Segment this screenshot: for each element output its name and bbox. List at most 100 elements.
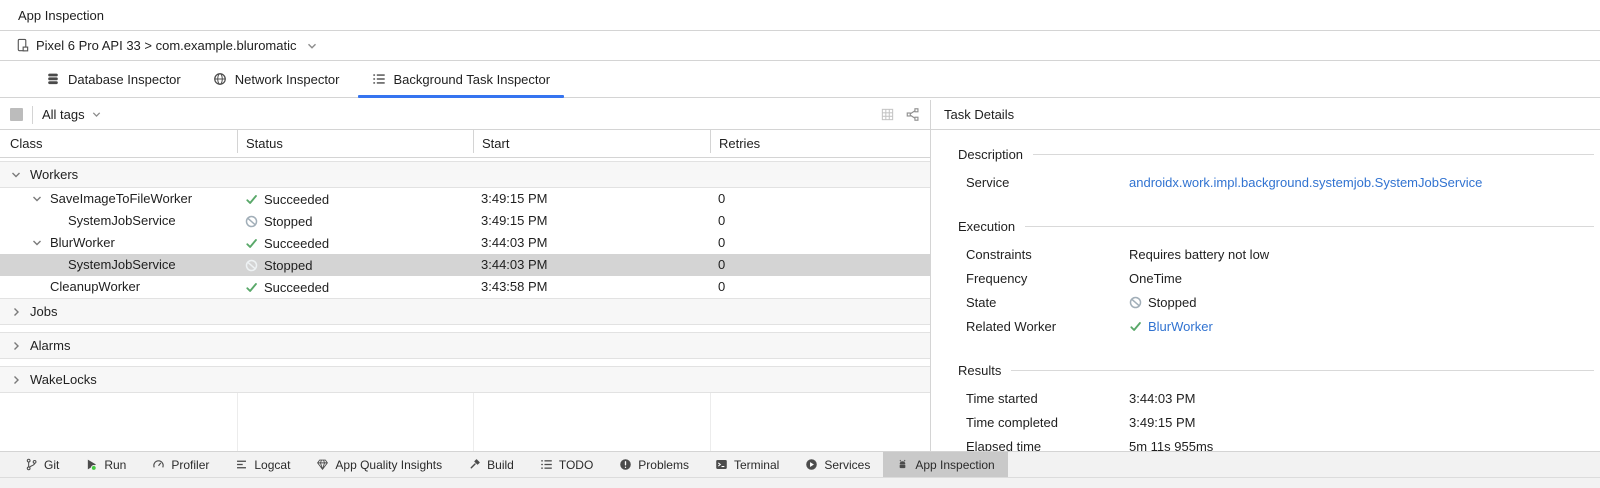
toolbar-item-label: Run (104, 457, 127, 472)
retries-cell: 0 (718, 257, 726, 272)
detail-label: Service (966, 174, 1010, 190)
column-class[interactable]: Class (10, 136, 43, 151)
toolbar-item-services[interactable]: Services (792, 452, 883, 477)
task-table-panel: All tags Class Status Start (0, 100, 931, 451)
worker-class-name: CleanupWorker (50, 279, 141, 294)
process-selector-label: Pixel 6 Pro API 33 > com.example.bluroma… (36, 38, 297, 53)
tool-window-header: App Inspection (0, 0, 1600, 31)
detail-row-time-started: Time started 3:44:03 PM (958, 386, 1594, 410)
chevron-down-icon[interactable] (31, 237, 43, 249)
detail-row-related-worker: Related Worker BlurWorker (958, 314, 1594, 338)
section-heading-label: Execution (958, 218, 1016, 234)
chevron-right-icon (10, 374, 22, 386)
detail-row-frequency: Frequency OneTime (958, 266, 1594, 290)
table-row[interactable]: CleanupWorker Succeeded 3:43:58 PM 0 (0, 276, 930, 298)
group-row-alarms[interactable]: Alarms (0, 332, 930, 359)
section-execution: Execution (958, 216, 1594, 236)
column-status[interactable]: Status (246, 136, 283, 151)
toolbar-separator (32, 105, 33, 124)
toolbar-item-logcat[interactable]: Logcat (222, 452, 303, 477)
group-row-workers[interactable]: Workers (0, 161, 930, 188)
group-label: WakeLocks (30, 372, 97, 387)
all-tags-filter[interactable]: All tags (42, 107, 102, 122)
retries-cell: 0 (718, 279, 726, 294)
chevron-down-icon[interactable] (31, 193, 43, 205)
detail-row-elapsed-time: Elapsed time 5m 11s 955ms (958, 434, 1594, 452)
state-value: Stopped (1148, 294, 1197, 310)
table-row[interactable]: BlurWorker Succeeded 3:44:03 PM 0 (0, 232, 930, 254)
succeeded-icon (245, 193, 258, 206)
detail-row-service: Service androidx.work.impl.background.sy… (958, 170, 1594, 194)
status-label: Stopped (264, 257, 313, 273)
toolbar-item-git[interactable]: Git (12, 452, 72, 477)
succeeded-icon (245, 237, 258, 250)
detail-value: 3:44:03 PM (1129, 390, 1196, 406)
retries-cell: 0 (718, 191, 726, 206)
tab-label: Background Task Inspector (393, 71, 551, 87)
column-divider (237, 130, 238, 153)
gem-icon (316, 458, 329, 471)
chevron-down-icon (306, 40, 318, 52)
row-gap (0, 325, 930, 332)
toolbar-item-todo[interactable]: TODO (527, 452, 606, 477)
tab-background-task-inspector[interactable]: Background Task Inspector (356, 61, 567, 98)
table-row[interactable]: SystemJobService Stopped 3:49:15 PM 0 (0, 210, 930, 232)
toolbar-item-label: Git (44, 457, 60, 472)
toolbar-item-app-inspection[interactable]: App Inspection (883, 452, 1008, 477)
inspector-content: All tags Class Status Start (0, 100, 1600, 451)
detail-value: 3:49:15 PM (1129, 414, 1196, 430)
detail-label: Time started (966, 390, 1038, 406)
worker-class-name: SystemJobService (68, 213, 176, 228)
status-cell: Succeeded (245, 188, 329, 210)
status-cell: Stopped (245, 254, 312, 276)
worker-class-name: SystemJobService (68, 257, 176, 272)
app-inspection-icon (896, 458, 909, 471)
tab-network-inspector[interactable]: Network Inspector (197, 61, 356, 97)
graph-view-icon[interactable] (905, 107, 920, 122)
column-divider (710, 130, 711, 153)
column-start[interactable]: Start (482, 136, 510, 151)
table-row[interactable]: SaveImageToFileWorker Succeeded 3:49:15 … (0, 188, 930, 210)
toolbar-item-label: Problems (638, 457, 689, 472)
related-worker-link[interactable]: BlurWorker (1148, 318, 1213, 334)
tool-window-bar: Git Run Profiler Logcat App Quality Insi… (0, 451, 1600, 477)
todo-list-icon (540, 458, 553, 471)
toolbar-item-run[interactable]: Run (72, 452, 139, 477)
process-selector[interactable]: Pixel 6 Pro API 33 > com.example.bluroma… (0, 31, 1600, 61)
stop-square-icon[interactable] (10, 108, 23, 121)
column-retries[interactable]: Retries (719, 136, 761, 151)
toolbar-item-build[interactable]: Build (455, 452, 527, 477)
table-row-selected[interactable]: SystemJobService Stopped 3:44:03 PM 0 (0, 254, 930, 276)
table-view-icon[interactable] (880, 107, 895, 122)
detail-label: Related Worker (966, 318, 1057, 334)
succeeded-icon (1129, 320, 1142, 333)
group-row-wakelocks[interactable]: WakeLocks (0, 366, 930, 393)
toolbar-item-label: Logcat (254, 457, 291, 472)
toolbar-item-label: Terminal (733, 457, 780, 472)
status-label: Succeeded (264, 235, 330, 251)
status-cell: Succeeded (245, 232, 329, 254)
start-cell: 3:49:15 PM (481, 213, 548, 228)
group-label: Jobs (30, 304, 58, 319)
toolbar-item-profiler[interactable]: Profiler (139, 452, 222, 477)
group-row-jobs[interactable]: Jobs (0, 298, 930, 325)
status-cell: Stopped (245, 210, 312, 232)
toolbar-item-app-quality-insights[interactable]: App Quality Insights (303, 452, 455, 477)
detail-label: Frequency (966, 270, 1028, 286)
list-icon (372, 72, 386, 86)
detail-label: Time completed (966, 414, 1058, 430)
services-icon (805, 458, 818, 471)
tab-database-inspector[interactable]: Database Inspector (30, 61, 197, 97)
detail-value: OneTime (1129, 270, 1182, 286)
toolbar-item-problems[interactable]: Problems (606, 452, 702, 477)
status-label: Succeeded (264, 279, 330, 295)
toolbar-item-terminal[interactable]: Terminal (702, 452, 792, 477)
succeeded-icon (245, 281, 258, 294)
column-divider (473, 130, 474, 153)
task-table-rows: Workers SaveImageToFileWorker Succeeded … (0, 158, 930, 451)
worker-class-name: SaveImageToFileWorker (50, 191, 193, 206)
chevron-right-icon (10, 306, 22, 318)
service-link[interactable]: androidx.work.impl.background.systemjob.… (1129, 174, 1483, 190)
section-description: Description (958, 144, 1594, 164)
